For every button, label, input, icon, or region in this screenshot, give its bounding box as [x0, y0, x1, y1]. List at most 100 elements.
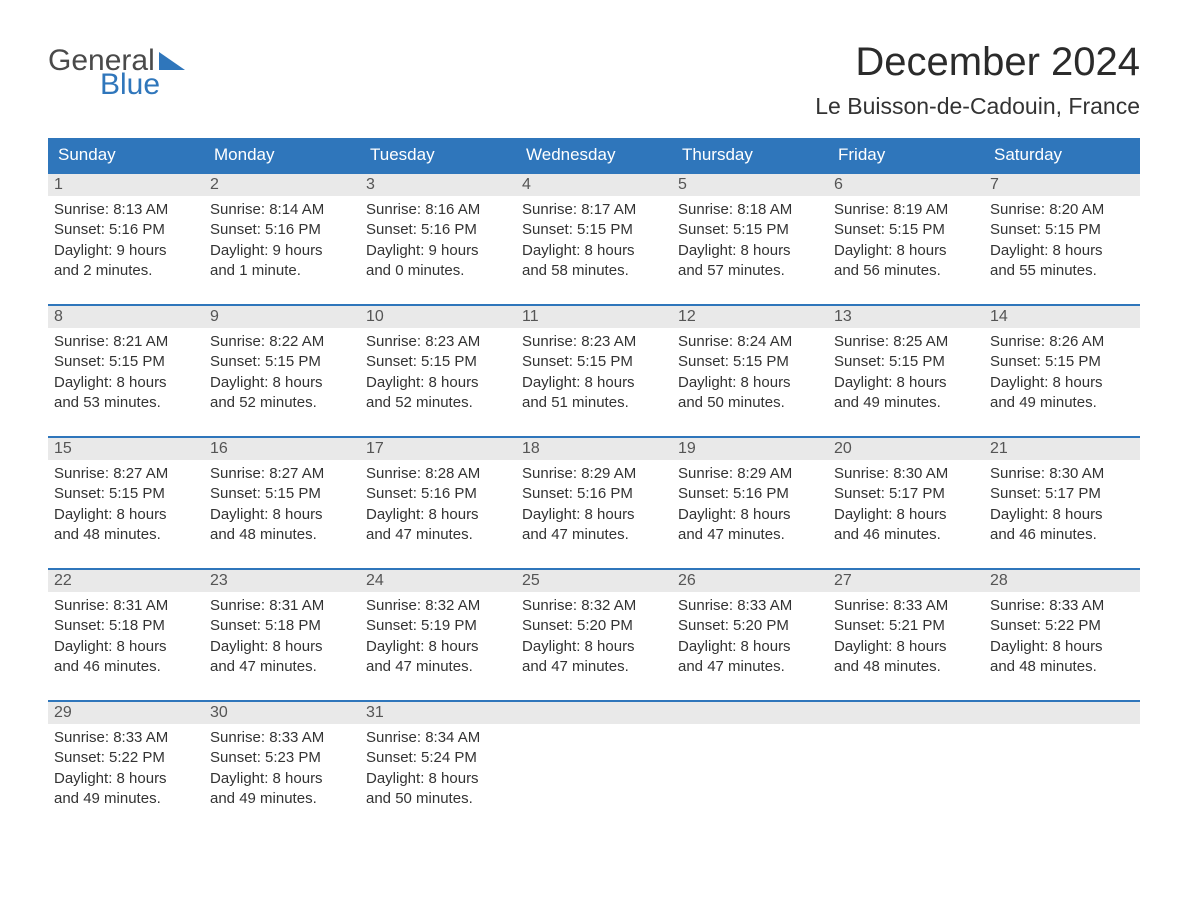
daylight-text-2: and 50 minutes.: [678, 393, 822, 413]
day-cell: [516, 724, 672, 816]
sunrise-text: Sunrise: 8:27 AM: [210, 464, 354, 484]
weeks-container: 1234567Sunrise: 8:13 AMSunset: 5:16 PMDa…: [48, 172, 1140, 816]
sunset-text: Sunset: 5:17 PM: [834, 484, 978, 504]
daylight-text-1: Daylight: 8 hours: [366, 637, 510, 657]
sunrise-text: Sunrise: 8:19 AM: [834, 200, 978, 220]
daylight-text-1: Daylight: 8 hours: [210, 769, 354, 789]
sunrise-text: Sunrise: 8:16 AM: [366, 200, 510, 220]
day-cell: Sunrise: 8:27 AMSunset: 5:15 PMDaylight:…: [48, 460, 204, 552]
sunset-text: Sunset: 5:15 PM: [990, 352, 1134, 372]
sunset-text: Sunset: 5:16 PM: [366, 220, 510, 240]
daylight-text-1: Daylight: 8 hours: [54, 373, 198, 393]
daylight-text-1: Daylight: 8 hours: [834, 373, 978, 393]
daylight-text-1: Daylight: 8 hours: [990, 373, 1134, 393]
daylight-text-2: and 48 minutes.: [834, 657, 978, 677]
day-number: 20: [828, 438, 984, 460]
day-number: 24: [360, 570, 516, 592]
dow-wednesday: Wednesday: [516, 138, 672, 172]
sunrise-text: Sunrise: 8:22 AM: [210, 332, 354, 352]
day-cell: Sunrise: 8:21 AMSunset: 5:15 PMDaylight:…: [48, 328, 204, 420]
daylight-text-2: and 48 minutes.: [54, 525, 198, 545]
daylight-text-1: Daylight: 8 hours: [366, 505, 510, 525]
day-cell: Sunrise: 8:28 AMSunset: 5:16 PMDaylight:…: [360, 460, 516, 552]
day-cell: Sunrise: 8:22 AMSunset: 5:15 PMDaylight:…: [204, 328, 360, 420]
day-cell: Sunrise: 8:30 AMSunset: 5:17 PMDaylight:…: [984, 460, 1140, 552]
daylight-text-2: and 50 minutes.: [366, 789, 510, 809]
day-cell: Sunrise: 8:33 AMSunset: 5:23 PMDaylight:…: [204, 724, 360, 816]
daylight-text-2: and 47 minutes.: [678, 657, 822, 677]
daylight-text-2: and 46 minutes.: [990, 525, 1134, 545]
sunset-text: Sunset: 5:16 PM: [678, 484, 822, 504]
daylight-text-1: Daylight: 8 hours: [366, 769, 510, 789]
sunset-text: Sunset: 5:15 PM: [54, 352, 198, 372]
day-number: 5: [672, 174, 828, 196]
day-number: 16: [204, 438, 360, 460]
sunset-text: Sunset: 5:22 PM: [990, 616, 1134, 636]
daylight-text-2: and 49 minutes.: [990, 393, 1134, 413]
day-number: 13: [828, 306, 984, 328]
dow-monday: Monday: [204, 138, 360, 172]
day-cell: Sunrise: 8:23 AMSunset: 5:15 PMDaylight:…: [516, 328, 672, 420]
day-cell: Sunrise: 8:25 AMSunset: 5:15 PMDaylight:…: [828, 328, 984, 420]
daylight-text-1: Daylight: 8 hours: [678, 241, 822, 261]
day-cell: Sunrise: 8:20 AMSunset: 5:15 PMDaylight:…: [984, 196, 1140, 288]
daylight-text-1: Daylight: 8 hours: [522, 373, 666, 393]
sunrise-text: Sunrise: 8:17 AM: [522, 200, 666, 220]
daylight-text-2: and 48 minutes.: [210, 525, 354, 545]
day-cell: Sunrise: 8:13 AMSunset: 5:16 PMDaylight:…: [48, 196, 204, 288]
daylight-text-1: Daylight: 8 hours: [834, 637, 978, 657]
sunrise-text: Sunrise: 8:29 AM: [522, 464, 666, 484]
sunrise-text: Sunrise: 8:30 AM: [834, 464, 978, 484]
daylight-text-2: and 47 minutes.: [678, 525, 822, 545]
sunset-text: Sunset: 5:21 PM: [834, 616, 978, 636]
sunrise-text: Sunrise: 8:29 AM: [678, 464, 822, 484]
calendar-week: 891011121314Sunrise: 8:21 AMSunset: 5:15…: [48, 304, 1140, 420]
sunrise-text: Sunrise: 8:23 AM: [366, 332, 510, 352]
daylight-text-1: Daylight: 8 hours: [210, 505, 354, 525]
sunrise-text: Sunrise: 8:23 AM: [522, 332, 666, 352]
sunrise-text: Sunrise: 8:33 AM: [54, 728, 198, 748]
day-cell: Sunrise: 8:29 AMSunset: 5:16 PMDaylight:…: [516, 460, 672, 552]
page-header: General Blue December 2024 Le Buisson-de…: [48, 40, 1140, 120]
day-number: 29: [48, 702, 204, 724]
day-number: 8: [48, 306, 204, 328]
sunset-text: Sunset: 5:16 PM: [210, 220, 354, 240]
sunrise-text: Sunrise: 8:20 AM: [990, 200, 1134, 220]
sunset-text: Sunset: 5:15 PM: [834, 352, 978, 372]
daylight-text-2: and 0 minutes.: [366, 261, 510, 281]
daylight-text-1: Daylight: 8 hours: [210, 637, 354, 657]
daylight-text-1: Daylight: 8 hours: [54, 505, 198, 525]
day-number: 21: [984, 438, 1140, 460]
sunrise-text: Sunrise: 8:24 AM: [678, 332, 822, 352]
day-cell: Sunrise: 8:27 AMSunset: 5:15 PMDaylight:…: [204, 460, 360, 552]
daylight-text-2: and 46 minutes.: [834, 525, 978, 545]
daylight-text-1: Daylight: 8 hours: [990, 505, 1134, 525]
daylight-text-1: Daylight: 8 hours: [366, 373, 510, 393]
day-number: 12: [672, 306, 828, 328]
logo-word-2: Blue: [100, 70, 185, 100]
sunrise-text: Sunrise: 8:33 AM: [678, 596, 822, 616]
daylight-text-2: and 52 minutes.: [210, 393, 354, 413]
day-number: 15: [48, 438, 204, 460]
dow-friday: Friday: [828, 138, 984, 172]
day-of-week-header: Sunday Monday Tuesday Wednesday Thursday…: [48, 138, 1140, 172]
sunrise-text: Sunrise: 8:28 AM: [366, 464, 510, 484]
day-cell: Sunrise: 8:32 AMSunset: 5:19 PMDaylight:…: [360, 592, 516, 684]
sunrise-text: Sunrise: 8:33 AM: [834, 596, 978, 616]
daylight-text-2: and 57 minutes.: [678, 261, 822, 281]
sunset-text: Sunset: 5:18 PM: [54, 616, 198, 636]
sunrise-text: Sunrise: 8:31 AM: [54, 596, 198, 616]
day-cell: Sunrise: 8:33 AMSunset: 5:21 PMDaylight:…: [828, 592, 984, 684]
day-number: 6: [828, 174, 984, 196]
daylight-text-2: and 52 minutes.: [366, 393, 510, 413]
sunset-text: Sunset: 5:15 PM: [366, 352, 510, 372]
sunrise-text: Sunrise: 8:33 AM: [990, 596, 1134, 616]
sunrise-text: Sunrise: 8:27 AM: [54, 464, 198, 484]
day-number: 17: [360, 438, 516, 460]
day-cell: Sunrise: 8:19 AMSunset: 5:15 PMDaylight:…: [828, 196, 984, 288]
day-number: 31: [360, 702, 516, 724]
dow-tuesday: Tuesday: [360, 138, 516, 172]
sunrise-text: Sunrise: 8:30 AM: [990, 464, 1134, 484]
sunrise-text: Sunrise: 8:18 AM: [678, 200, 822, 220]
daylight-text-2: and 49 minutes.: [54, 789, 198, 809]
